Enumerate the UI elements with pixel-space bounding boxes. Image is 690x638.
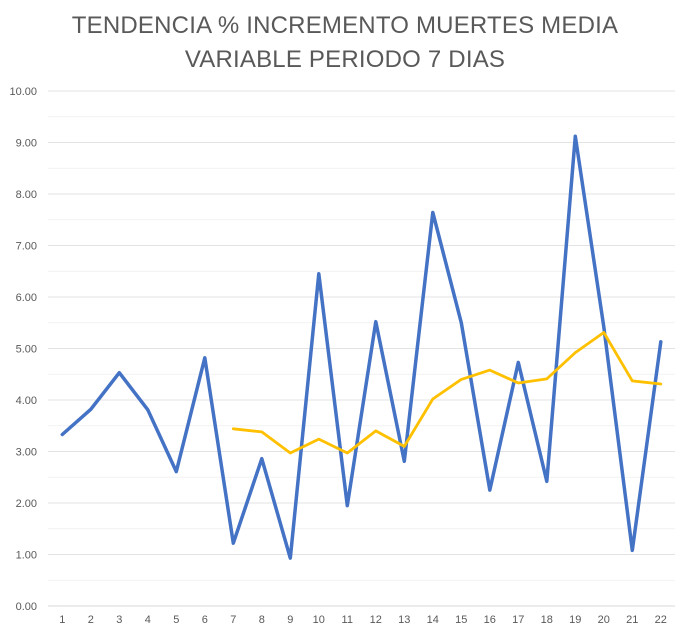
- data-point: [403, 445, 406, 448]
- y-tick-label: 9.00: [16, 138, 37, 150]
- data-point: [460, 321, 463, 324]
- data-point: [659, 382, 662, 386]
- data-point: [403, 460, 406, 463]
- x-tick-label: 5: [173, 614, 179, 626]
- data-point: [517, 381, 520, 385]
- y-tick-label: 2.00: [16, 498, 37, 510]
- data-point: [517, 361, 520, 364]
- x-tick-label: 10: [313, 614, 325, 626]
- data-point: [460, 378, 463, 381]
- x-tick-label: 8: [259, 614, 265, 626]
- x-tick-label: 9: [287, 614, 293, 626]
- x-tick-label: 18: [541, 614, 553, 626]
- y-tick-label: 5.00: [16, 344, 37, 356]
- x-tick-label: 15: [455, 614, 467, 626]
- data-point: [488, 368, 491, 372]
- x-tick-label: 6: [202, 614, 208, 626]
- data-point: [545, 480, 548, 483]
- data-point: [260, 430, 263, 434]
- series-line-1: [60, 134, 663, 560]
- x-tick-label: 21: [626, 614, 638, 626]
- data-point: [175, 470, 178, 473]
- x-tick-label: 2: [88, 614, 94, 626]
- data-point: [118, 371, 121, 374]
- data-point: [346, 451, 349, 455]
- y-tick-label: 1.00: [16, 550, 37, 562]
- data-point: [89, 408, 92, 411]
- x-tick-label: 4: [145, 614, 151, 626]
- x-tick-label: 16: [484, 614, 496, 626]
- x-tick-label: 11: [342, 614, 353, 626]
- data-point: [61, 433, 64, 436]
- y-tick-label: 10.00: [9, 86, 37, 98]
- data-point: [631, 379, 634, 383]
- data-point: [431, 211, 434, 214]
- chart-title-line-2: VARIABLE PERIODO 7 DIAS: [184, 46, 506, 73]
- data-point: [374, 320, 377, 323]
- x-tick-label: 12: [370, 614, 382, 626]
- y-tick-label: 3.00: [16, 447, 37, 459]
- data-point: [545, 377, 548, 381]
- data-point: [659, 340, 662, 344]
- y-tick-label: 4.00: [16, 395, 37, 407]
- chart-title-line-1: TENDENCIA % INCREMENTO MUERTES MEDIA: [71, 12, 619, 39]
- data-point: [317, 272, 320, 276]
- data-point: [602, 331, 605, 334]
- x-tick-label: 20: [598, 614, 610, 626]
- y-tick-label: 0.00: [16, 601, 37, 613]
- data-point: [146, 408, 149, 411]
- data-point: [289, 451, 292, 455]
- series-line-2: [231, 331, 663, 455]
- x-tick-label: 14: [427, 614, 439, 626]
- y-tick-label: 8.00: [16, 189, 37, 201]
- x-tick-label: 3: [116, 614, 122, 626]
- data-point: [232, 427, 235, 431]
- data-point: [574, 351, 577, 354]
- x-tick-label: 19: [569, 614, 581, 626]
- y-tick-label: 6.00: [16, 292, 37, 304]
- data-point: [260, 457, 263, 460]
- data-point: [203, 356, 206, 359]
- data-point: [602, 325, 605, 329]
- data-point: [232, 541, 235, 545]
- x-tick-label: 17: [512, 614, 524, 626]
- data-point: [574, 135, 577, 138]
- data-point: [346, 504, 349, 507]
- x-tick-label: 1: [59, 614, 65, 626]
- x-tick-label: 22: [655, 614, 667, 626]
- data-point: [317, 437, 320, 441]
- x-tick-label: 7: [230, 614, 236, 626]
- data-point: [374, 429, 377, 433]
- x-tick-label: 13: [398, 614, 410, 626]
- data-point: [631, 549, 634, 552]
- data-point: [431, 397, 434, 401]
- data-point: [289, 556, 292, 560]
- y-tick-label: 7.00: [16, 241, 37, 253]
- data-point: [488, 488, 491, 492]
